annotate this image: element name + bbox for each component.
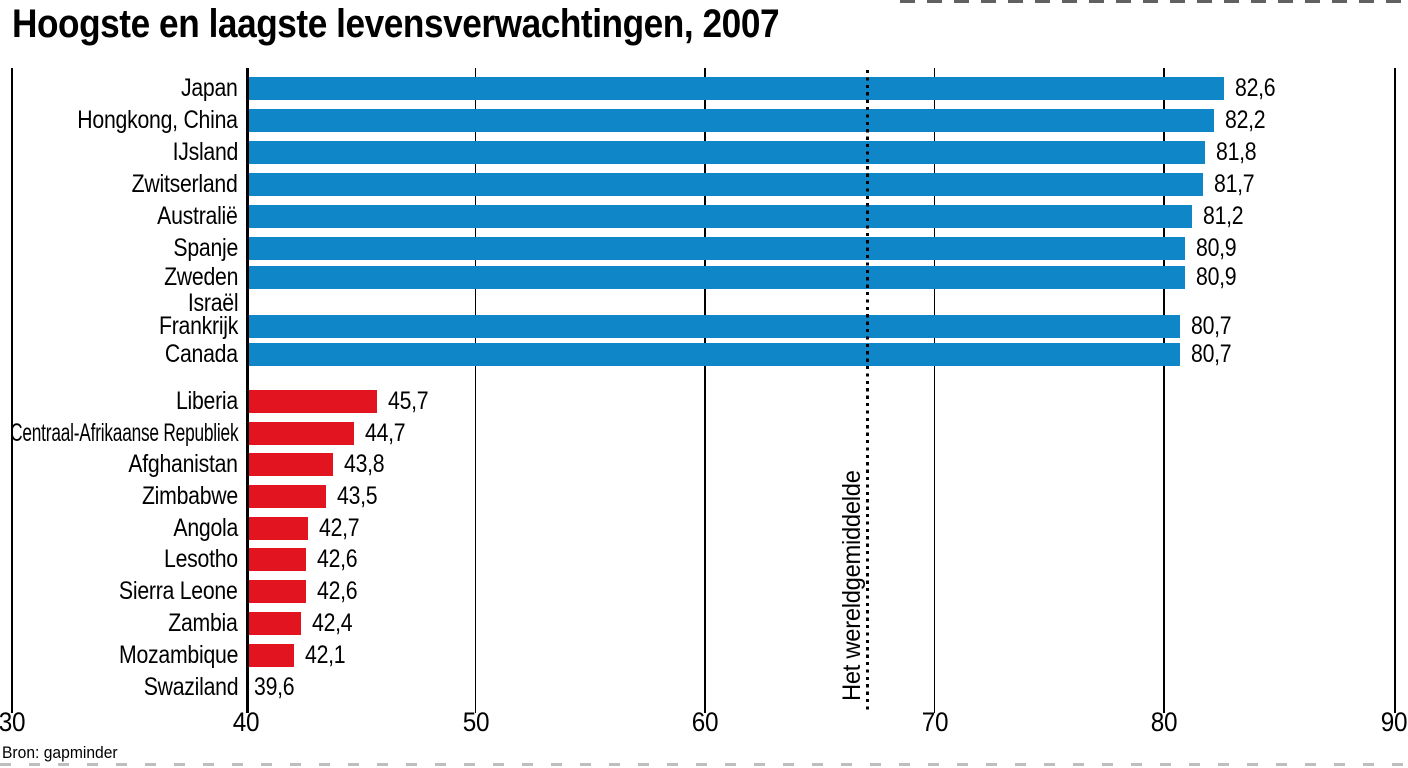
country-label: Zambia <box>168 609 239 637</box>
country-label: Spanje <box>173 234 238 262</box>
country-label: Australië <box>157 202 239 230</box>
value-label: 43,5 <box>337 482 378 510</box>
bar-hoogste <box>249 314 1181 338</box>
bar-laagste <box>249 389 377 413</box>
country-label: Liberia <box>175 387 238 415</box>
axis-tick-label: 50 <box>462 707 489 737</box>
axis-tick-label: 90 <box>1380 707 1407 737</box>
country-label: Zweden <box>163 263 238 291</box>
country-label: Mozambique <box>118 641 238 669</box>
country-label: Zimbabwe <box>142 482 238 510</box>
axis-tick-label: 30 <box>0 707 25 737</box>
gridline-70 <box>933 68 936 713</box>
axis-tick-label: 60 <box>691 707 719 737</box>
bar-hoogste <box>249 342 1181 366</box>
bar-laagste <box>249 643 295 667</box>
value-label: 43,8 <box>344 450 385 478</box>
country-label: Angola <box>173 514 238 542</box>
country-label: Japan <box>181 74 238 102</box>
value-label: 80,7 <box>1191 312 1232 340</box>
country-label: Afghanistan <box>128 450 239 478</box>
bar-laagste <box>249 484 327 508</box>
country-label: Sierra Leone <box>119 577 238 605</box>
country-label: Swaziland <box>143 673 238 701</box>
value-label: 42,6 <box>316 545 358 573</box>
country-label: Israël <box>187 289 239 317</box>
axis-tick-label: 80 <box>1150 707 1178 737</box>
bar-laagste <box>249 421 354 445</box>
value-label: 39,6 <box>254 673 295 701</box>
value-label: 45,7 <box>387 387 429 415</box>
bar-hoogste <box>249 108 1215 132</box>
country-label: Frankrijk <box>158 312 238 340</box>
bar-laagste <box>249 611 302 635</box>
value-label: 80,9 <box>1195 234 1237 262</box>
bar-laagste <box>249 452 334 476</box>
bar-hoogste <box>249 236 1185 260</box>
bar-laagste <box>249 516 308 540</box>
value-label: 44,7 <box>364 419 406 447</box>
bar-hoogste <box>249 172 1203 196</box>
value-label: 81,8 <box>1216 138 1257 166</box>
top-rule-artifact <box>900 0 1408 3</box>
country-label: Centraal-Afrikaanse Republiek <box>9 419 238 447</box>
value-label: 42,6 <box>316 577 358 605</box>
gridline-80 <box>1163 68 1165 713</box>
value-label: 42,1 <box>305 641 346 669</box>
bar-laagste <box>249 547 306 571</box>
bottom-rule-artifact <box>0 763 1408 766</box>
bar-hoogste <box>249 265 1185 289</box>
axis-border-right <box>1393 68 1396 713</box>
world-average-label: Het wereldgemiddelde <box>837 470 866 701</box>
world-average-line <box>866 70 870 710</box>
country-label: Canada <box>165 340 238 368</box>
value-label: 81,7 <box>1214 170 1255 198</box>
source-credit: Bron: gapminder <box>2 743 118 762</box>
bar-hoogste <box>249 140 1206 164</box>
axis-tick-label: 70 <box>921 707 948 737</box>
country-label: Hongkong, China <box>77 106 239 134</box>
gridline-50 <box>474 68 477 713</box>
value-label: 82,6 <box>1234 74 1276 102</box>
bar-hoogste <box>249 204 1192 228</box>
value-label: 42,7 <box>318 514 360 542</box>
value-label: 82,2 <box>1225 106 1266 134</box>
value-label: 81,2 <box>1202 202 1244 230</box>
country-label: Zwitserland <box>132 170 238 198</box>
value-label: 80,7 <box>1191 340 1232 368</box>
axis-baseline-40 <box>246 68 249 713</box>
value-label: 80,9 <box>1195 263 1237 291</box>
country-label: IJsland <box>172 138 238 166</box>
gridline-60 <box>704 68 706 713</box>
country-label: Lesotho <box>164 545 238 573</box>
axis-border-left <box>10 68 13 713</box>
page-title: Hoogste en laagste levensverwachtingen, … <box>12 2 780 46</box>
bar-hoogste <box>249 76 1224 100</box>
bar-laagste <box>249 579 306 603</box>
value-label: 42,4 <box>312 609 353 637</box>
axis-tick-label: 40 <box>232 707 260 737</box>
